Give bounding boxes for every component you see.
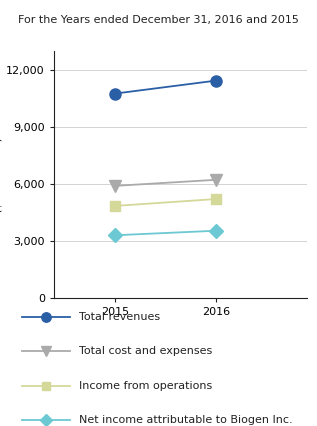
Text: Total revenues: Total revenues	[79, 312, 160, 322]
Text: Total cost and expenses: Total cost and expenses	[79, 346, 212, 357]
Y-axis label: ($ in millions): ($ in millions)	[0, 137, 2, 213]
Text: Net income attributable to Biogen Inc.: Net income attributable to Biogen Inc.	[79, 414, 293, 425]
Text: Income from operations: Income from operations	[79, 380, 212, 391]
Text: For the Years ended December 31, 2016 and 2015: For the Years ended December 31, 2016 an…	[18, 15, 299, 25]
